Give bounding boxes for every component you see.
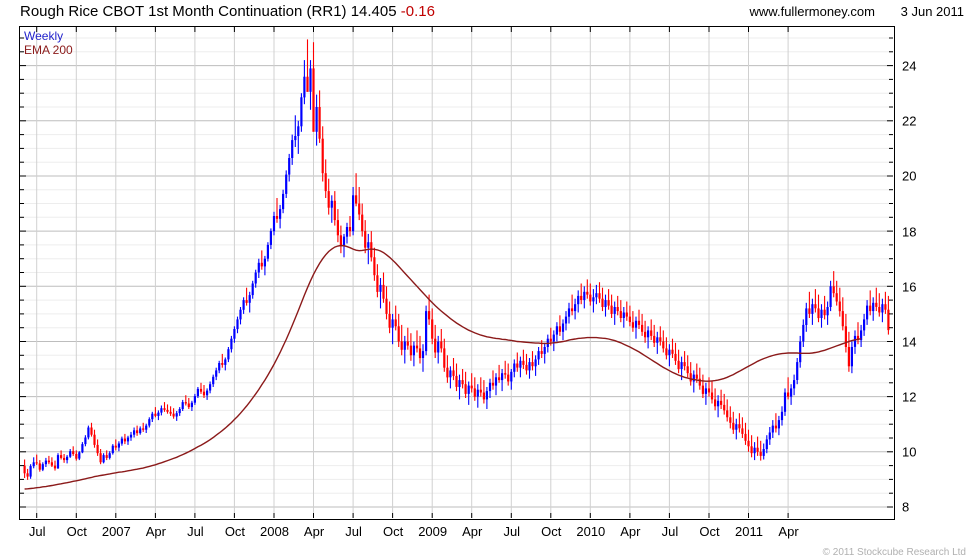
copyright-notice: © 2011 Stockcube Research Ltd xyxy=(822,547,966,558)
chart-legend: Weekly EMA 200 xyxy=(24,29,73,57)
y-axis-tick-label: 8 xyxy=(902,499,910,515)
chart-canvas: Weekly EMA 200 xyxy=(20,27,894,519)
legend-weekly: Weekly xyxy=(24,29,64,43)
x-axis-tick-label: Apr xyxy=(778,524,799,539)
x-axis-tick-label: 2009 xyxy=(418,524,448,539)
chart-plot-area: Weekly EMA 200 xyxy=(19,26,895,520)
x-axis-tick-label: Oct xyxy=(66,524,87,539)
x-axis-tick-label: Apr xyxy=(145,524,166,539)
x-axis-tick-label: Apr xyxy=(303,524,325,539)
candlestick-chart xyxy=(20,27,893,518)
chart-header: Rough Rice CBOT 1st Month Continuation (… xyxy=(0,0,980,24)
y-axis-tick-label: 22 xyxy=(902,113,917,129)
y-axis-tick-label: 24 xyxy=(902,58,917,74)
x-axis-tick-label: Jul xyxy=(661,524,679,539)
x-axis-tick-label: 2011 xyxy=(735,524,763,539)
page-title: Rough Rice CBOT 1st Month Continuation (… xyxy=(20,3,435,20)
x-axis-tick-label: 2010 xyxy=(576,524,606,539)
x-axis-tick-label: Oct xyxy=(224,524,246,539)
source-website: www.fullermoney.com xyxy=(749,4,875,19)
x-axis-tick-label: Oct xyxy=(699,524,720,539)
x-axis-labels: Jul Oct 2007 Apr Jul Oct 2008 Apr Jul Oct 2009 Apr J… xyxy=(19,524,895,544)
y-axis-tick-label: 20 xyxy=(902,168,917,184)
x-axis-tick-label: Jul xyxy=(187,524,204,539)
y-axis-tick-label: 16 xyxy=(902,279,917,295)
price-change: -0.16 xyxy=(400,3,435,20)
x-axis-tick-label: Jul xyxy=(503,524,521,539)
chart-date: 3 Jun 2011 xyxy=(900,4,964,19)
x-axis-tick-label: Jul xyxy=(345,524,362,539)
x-axis-tick-label: 2008 xyxy=(260,524,289,539)
legend-ema-200: EMA 200 xyxy=(24,43,73,57)
y-axis-tick-label: 14 xyxy=(902,334,917,350)
x-axis-tick-label: 2007 xyxy=(101,524,131,539)
x-axis-tick-label: Oct xyxy=(382,524,404,539)
header-right: www.fullermoney.com 3 Jun 2011 xyxy=(750,4,964,19)
y-axis-tick-label: 12 xyxy=(902,389,917,405)
y-axis-tick-label: 18 xyxy=(902,224,917,240)
y-axis-labels: 8 10 12 14 16 18 20 22 24 xyxy=(898,26,968,520)
instrument-title: Rough Rice CBOT 1st Month Continuation (… xyxy=(20,3,397,20)
x-axis-tick-label: Jul xyxy=(28,524,46,539)
y-axis-tick-label: 10 xyxy=(902,444,917,460)
x-axis-tick-label: Apr xyxy=(462,524,483,539)
x-axis-tick-label: Oct xyxy=(541,524,562,539)
x-axis-tick-label: Apr xyxy=(620,524,641,539)
